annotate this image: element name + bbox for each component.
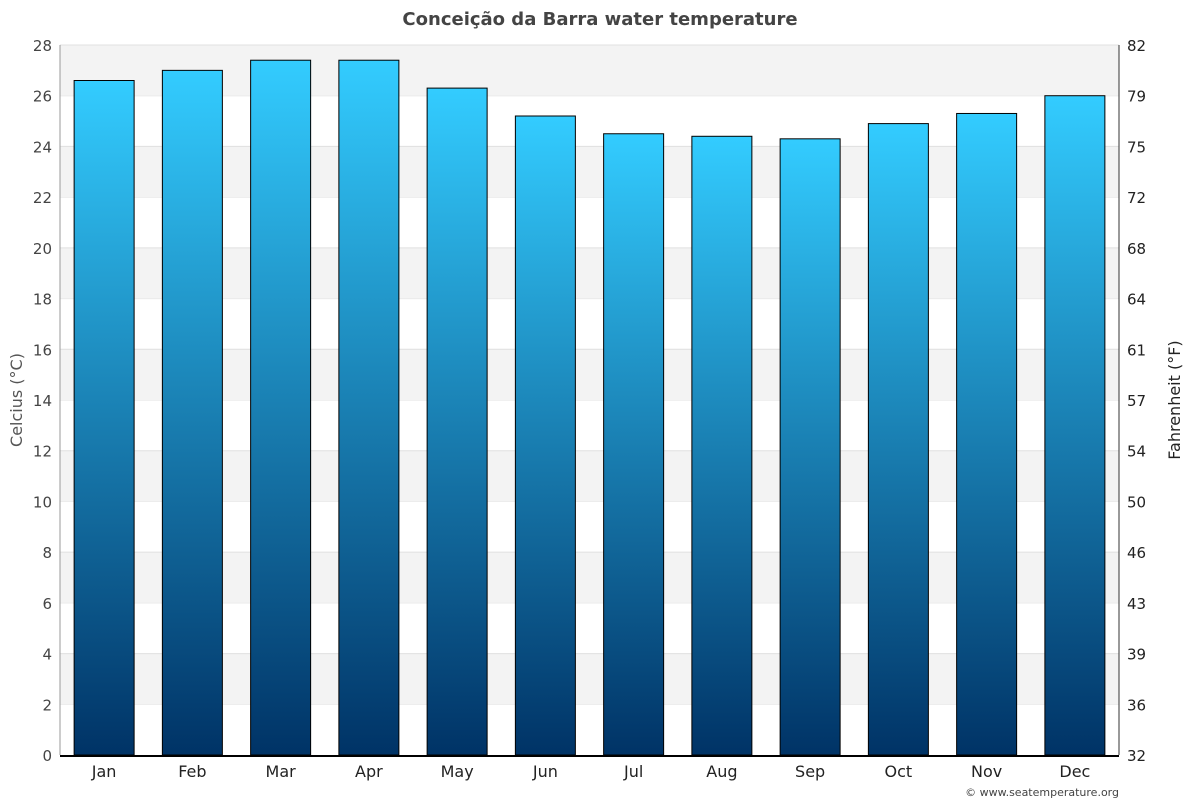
y2-tick-label: 50 [1127, 493, 1146, 511]
x-tick-label: Aug [706, 762, 737, 781]
x-tick-label: Nov [971, 762, 1002, 781]
y2-tick-label: 75 [1127, 138, 1146, 156]
x-tick-label: Jan [91, 762, 117, 781]
bar-nov [956, 112, 1018, 756]
x-tick-label: May [441, 762, 474, 781]
y-tick-label: 16 [33, 341, 52, 359]
y2-tick-label: 36 [1127, 696, 1146, 714]
bar-may [426, 87, 488, 756]
y-tick-label: 22 [33, 189, 52, 207]
y-axis-label: Celcius (°C) [7, 353, 26, 447]
grid-band [60, 247, 1119, 299]
y2-tick-label: 64 [1127, 291, 1146, 309]
y-tick-label: 10 [33, 493, 52, 511]
y-tick-label: 14 [33, 392, 52, 410]
bar-jul [603, 133, 665, 756]
grid-band [60, 552, 1119, 603]
x-tick-label: Oct [885, 762, 913, 781]
y-tick-label: 18 [33, 291, 52, 309]
y2-axis-label: Fahrenheit (°F) [1165, 340, 1184, 459]
y-tick-label: 26 [33, 88, 52, 106]
bar-jun [514, 115, 576, 756]
bar-apr [338, 59, 400, 756]
y-tick-label: 8 [42, 544, 52, 562]
y-tick-label: 24 [33, 138, 52, 156]
x-tick-label: Mar [266, 762, 297, 781]
bar-oct [867, 123, 929, 756]
y-tick-label: 4 [42, 646, 52, 664]
grid-band [60, 450, 1119, 502]
y2-tick-label: 68 [1127, 240, 1146, 258]
y2-tick-label: 79 [1127, 88, 1146, 106]
y2-tick-label: 57 [1127, 392, 1146, 410]
x-tick-label: Feb [178, 762, 206, 781]
y-tick-label: 20 [33, 240, 52, 258]
x-tick-label: Dec [1059, 762, 1090, 781]
credit: © www.seatemperature.org [965, 786, 1119, 799]
y-tick-label: 6 [42, 595, 52, 613]
grid-band [60, 45, 1119, 96]
y2-tick-label: 54 [1127, 443, 1146, 461]
y2-tick-label: 46 [1127, 544, 1146, 562]
y-tick-label: 2 [42, 696, 52, 714]
bar-jan [73, 80, 135, 756]
grid-band [60, 146, 1119, 198]
bar-dec [1044, 95, 1106, 756]
y2-tick-label: 61 [1127, 341, 1146, 359]
y2-tick-label: 39 [1127, 646, 1146, 664]
x-tick-label: Apr [355, 762, 383, 781]
grid-band [60, 349, 1119, 400]
bar-mar [250, 59, 312, 756]
y2-tick-label: 32 [1127, 747, 1146, 765]
y-tick-label: 28 [33, 37, 52, 55]
x-tick-label: Jul [623, 762, 643, 781]
y-tick-label: 12 [33, 443, 52, 461]
chart-title: Conceição da Barra water temperature [402, 9, 797, 30]
y2-tick-label: 43 [1127, 595, 1146, 613]
y2-tick-label: 82 [1127, 37, 1146, 55]
x-tick-label: Jun [532, 762, 558, 781]
grid-band [60, 653, 1119, 705]
x-tick-label: Sep [795, 762, 825, 781]
y-tick-label: 0 [42, 747, 52, 765]
bar-feb [161, 69, 223, 756]
bar-sep [779, 138, 841, 756]
bar-aug [691, 135, 753, 756]
y2-tick-label: 72 [1127, 189, 1146, 207]
